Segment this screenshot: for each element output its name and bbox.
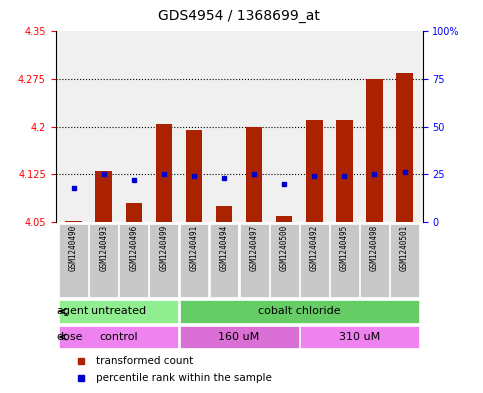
Bar [180, 224, 208, 297]
Text: GSM1240499: GSM1240499 [159, 225, 169, 271]
Bar [396, 73, 413, 222]
Bar [330, 224, 359, 297]
Text: control: control [99, 332, 138, 342]
Text: GSM1240495: GSM1240495 [340, 225, 349, 271]
Bar [300, 224, 329, 297]
Text: dose: dose [56, 332, 83, 342]
Bar [149, 224, 178, 297]
Bar [65, 221, 82, 222]
Bar [306, 120, 323, 222]
Text: untreated: untreated [91, 307, 146, 316]
Text: cobalt chloride: cobalt chloride [258, 307, 341, 316]
Text: agent: agent [56, 307, 88, 316]
Bar [59, 300, 178, 323]
Bar [270, 224, 298, 297]
Text: GSM1240490: GSM1240490 [69, 225, 78, 271]
Bar [210, 224, 239, 297]
Bar [96, 171, 112, 222]
Bar [185, 130, 202, 222]
Text: GSM1240494: GSM1240494 [220, 225, 228, 271]
Bar [300, 325, 419, 349]
Text: GSM1240498: GSM1240498 [370, 225, 379, 271]
Bar [156, 123, 172, 222]
Bar [246, 127, 262, 222]
Text: 160 uM: 160 uM [218, 332, 260, 342]
Text: GSM1240491: GSM1240491 [189, 225, 199, 271]
Text: GSM1240501: GSM1240501 [400, 225, 409, 271]
Text: GSM1240497: GSM1240497 [250, 225, 258, 271]
Bar [360, 224, 389, 297]
Bar [180, 300, 419, 323]
Text: GSM1240492: GSM1240492 [310, 225, 319, 271]
Text: percentile rank within the sample: percentile rank within the sample [96, 373, 272, 383]
Text: GDS4954 / 1368699_at: GDS4954 / 1368699_at [158, 9, 320, 23]
Text: transformed count: transformed count [96, 356, 193, 366]
Bar [240, 224, 269, 297]
Bar [119, 224, 148, 297]
Bar [390, 224, 419, 297]
Bar [126, 203, 142, 222]
Bar [216, 206, 232, 222]
Text: 310 uM: 310 uM [339, 332, 380, 342]
Bar [89, 224, 118, 297]
Bar [180, 325, 298, 349]
Bar [336, 120, 353, 222]
Bar [366, 79, 383, 222]
Bar [59, 325, 178, 349]
Bar [59, 224, 88, 297]
Text: GSM1240496: GSM1240496 [129, 225, 138, 271]
Bar [276, 216, 293, 222]
Text: GSM1240493: GSM1240493 [99, 225, 108, 271]
Text: GSM1240500: GSM1240500 [280, 225, 289, 271]
